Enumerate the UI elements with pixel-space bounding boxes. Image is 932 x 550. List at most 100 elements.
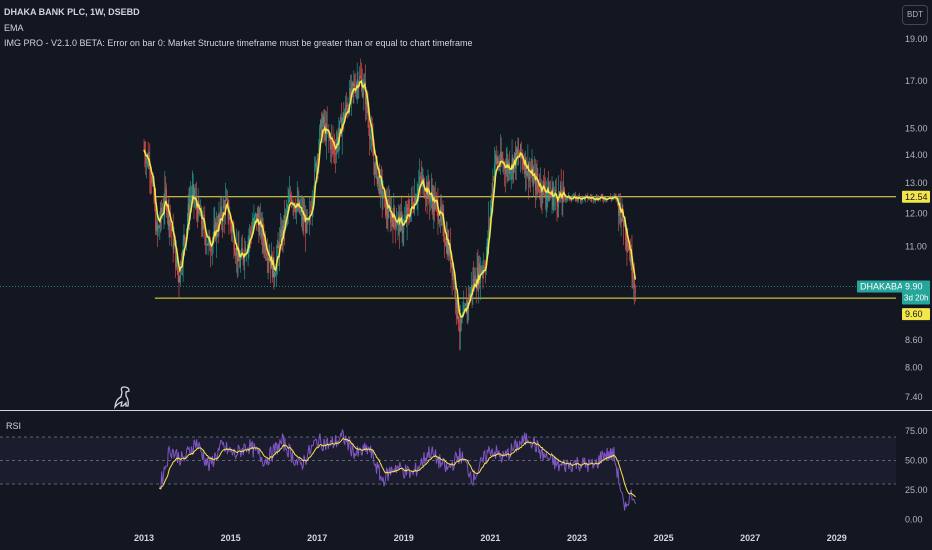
candle-body [560, 185, 562, 199]
candle-body [275, 272, 276, 277]
candle-body [473, 279, 475, 285]
candle-body [455, 281, 456, 301]
candle-body [320, 120, 321, 129]
candle-body [332, 140, 334, 147]
candle-body [505, 169, 506, 174]
candle-body [425, 196, 426, 198]
candle-body [483, 266, 485, 272]
candle-body [569, 199, 571, 200]
candle-body [532, 167, 534, 186]
candle-body [432, 199, 434, 212]
indicator-error-message: IMG PRO - V2.1.0 BETA: Error on bar 0: M… [4, 38, 473, 48]
candle-body [465, 304, 466, 307]
candle-body [410, 198, 412, 209]
candle-body [223, 205, 225, 208]
rsi-legend[interactable]: RSI [6, 421, 22, 431]
level-tag-lower[interactable]: 9.60 [902, 308, 930, 321]
candle-body [489, 219, 490, 221]
candle-body [533, 175, 535, 186]
candle-body [535, 173, 537, 191]
candle-body [377, 176, 379, 184]
candle-body [411, 198, 413, 202]
candle-body [251, 233, 252, 236]
level-tag-upper[interactable]: 12.54 [902, 190, 930, 203]
ema-legend[interactable]: EMA [4, 23, 24, 33]
candle-body [480, 266, 482, 274]
candle-body [371, 131, 373, 142]
candle-body [206, 243, 208, 245]
candle-body [526, 172, 528, 176]
candle-body [297, 198, 299, 209]
candle-body [454, 281, 455, 285]
candle-body [236, 246, 238, 262]
candle-body [388, 202, 390, 218]
candle-body [261, 224, 263, 238]
candle-body [189, 203, 191, 217]
candle-body [468, 293, 470, 307]
candle-body [440, 206, 441, 221]
candle-body [364, 81, 366, 83]
candle-body [234, 249, 236, 254]
candle-body [445, 242, 446, 246]
candle-body [360, 77, 362, 81]
candle-body [490, 195, 492, 208]
candle-body [518, 152, 520, 157]
candle-body [188, 204, 190, 217]
candle-body [609, 196, 610, 198]
candle-body [194, 200, 196, 201]
candle-body [179, 278, 181, 283]
candle-body [342, 113, 344, 123]
candle-body [362, 91, 364, 96]
candle-body [197, 200, 199, 220]
candle-body [634, 280, 635, 289]
candle-body [255, 213, 256, 217]
candle-body [545, 191, 546, 199]
candle-body [439, 220, 440, 223]
candle-body [618, 202, 619, 216]
candle-body [492, 178, 494, 197]
candle-body [393, 207, 395, 228]
candle-body [433, 195, 435, 212]
last-price-tag[interactable]: 9.90 3d 20h [902, 280, 930, 305]
candle-body [264, 239, 266, 247]
candle-body [626, 239, 628, 247]
candle-body [199, 210, 201, 217]
candle-body [192, 185, 194, 188]
candle-body [186, 220, 188, 229]
candle-body [530, 172, 531, 174]
symbol-price-tag[interactable]: DHAKABANK [857, 280, 916, 293]
candle-body [226, 196, 227, 200]
dinosaur-icon[interactable] [113, 385, 133, 411]
candle-body [260, 218, 261, 222]
symbol-title[interactable]: DHAKA BANK PLC, 1W, DSEBD [4, 7, 140, 17]
candle-body [571, 198, 573, 201]
candle-body [370, 135, 371, 139]
candle-body [251, 228, 253, 236]
candle-body [164, 188, 166, 208]
candle-body [289, 194, 291, 201]
candle-body [588, 198, 590, 200]
candle-body [336, 145, 337, 156]
candle-body [326, 123, 328, 131]
candle-body [469, 293, 470, 300]
candle-body [498, 161, 500, 165]
candle-body [186, 228, 187, 240]
time-axis-tick: 2027 [740, 533, 760, 543]
currency-button[interactable]: BDT [902, 5, 928, 25]
candle-body [247, 241, 249, 251]
candle-body [398, 214, 400, 217]
candle-body [535, 172, 536, 191]
candle-body [249, 230, 251, 238]
candle-body [374, 162, 376, 175]
time-axis-tick: 2029 [827, 533, 847, 543]
candle-body [406, 207, 408, 222]
candle-body [334, 146, 336, 154]
candle-body [555, 189, 557, 197]
candle-body [448, 240, 450, 256]
candle-body [258, 221, 260, 235]
candle-body [229, 216, 231, 220]
candle-body [210, 250, 211, 252]
svg-text:9.60: 9.60 [905, 309, 923, 319]
candle-body [340, 117, 341, 122]
